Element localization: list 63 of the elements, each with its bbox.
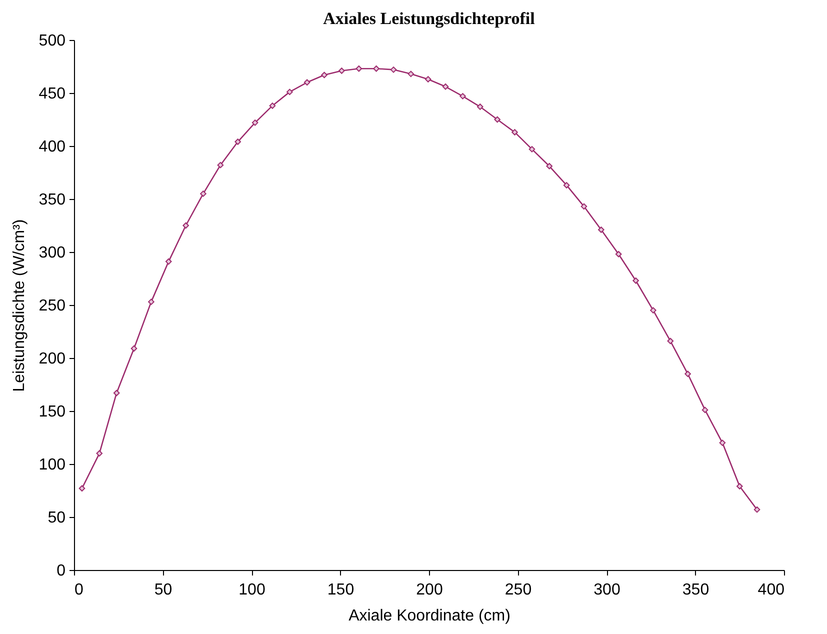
y-tick-label: 0 [56, 562, 66, 580]
y-tick-label: 400 [38, 138, 66, 156]
point [286, 88, 293, 96]
y-axis-title: Leistungsdichte (W/cm³) [10, 219, 28, 392]
point [476, 104, 484, 110]
point [113, 390, 120, 396]
point [338, 68, 345, 74]
y-tick-label: 450 [38, 86, 66, 102]
point [321, 72, 328, 78]
point [754, 506, 760, 513]
y-tick-label: 300 [38, 244, 66, 262]
point [580, 203, 588, 210]
x-tick-label: 50 [154, 582, 172, 598]
point [528, 146, 536, 152]
point [615, 250, 622, 258]
y-tick-label: 100 [38, 456, 66, 474]
x-tick-label: 250 [504, 582, 532, 598]
point [356, 65, 362, 72]
point [130, 345, 138, 352]
point [650, 307, 656, 314]
point [269, 102, 276, 109]
point [304, 79, 310, 86]
point [598, 226, 604, 233]
point [460, 93, 466, 100]
point [408, 70, 414, 78]
point [702, 406, 708, 414]
y-tick-label: 350 [38, 192, 66, 208]
point [78, 485, 86, 492]
point [442, 83, 449, 90]
point [424, 76, 432, 82]
y-tick-label: 500 [38, 32, 66, 50]
point [632, 277, 639, 284]
point [252, 120, 258, 126]
x-tick-label: 100 [238, 582, 266, 598]
point [182, 222, 189, 229]
point [373, 65, 380, 72]
point [546, 162, 552, 170]
point [217, 162, 224, 168]
y-tick-label: 250 [38, 298, 66, 314]
point [719, 440, 726, 446]
point [96, 450, 103, 457]
point [390, 66, 397, 73]
x-axis-title: Axiale Koordinate (cm) [348, 608, 510, 624]
y-tick-label: 150 [38, 404, 66, 420]
x-tick-label: 0 [74, 582, 84, 598]
point [234, 138, 241, 145]
x-tick-label: 350 [682, 582, 710, 598]
x-tick-label: 150 [327, 582, 354, 598]
point [512, 129, 518, 136]
point [165, 258, 172, 265]
point [667, 338, 674, 344]
point [563, 182, 570, 188]
x-tick-label: 300 [594, 582, 620, 598]
point [736, 483, 743, 490]
y-tick-label: 50 [48, 510, 66, 526]
y-tick-label: 200 [38, 350, 66, 368]
point [684, 370, 691, 378]
x-tick-label: 400 [758, 582, 785, 598]
point [200, 190, 206, 197]
point [494, 116, 500, 123]
point [148, 298, 154, 305]
chart-title: Axiales Leistungsdichteprofil [323, 9, 536, 28]
x-tick-label: 200 [416, 582, 443, 598]
